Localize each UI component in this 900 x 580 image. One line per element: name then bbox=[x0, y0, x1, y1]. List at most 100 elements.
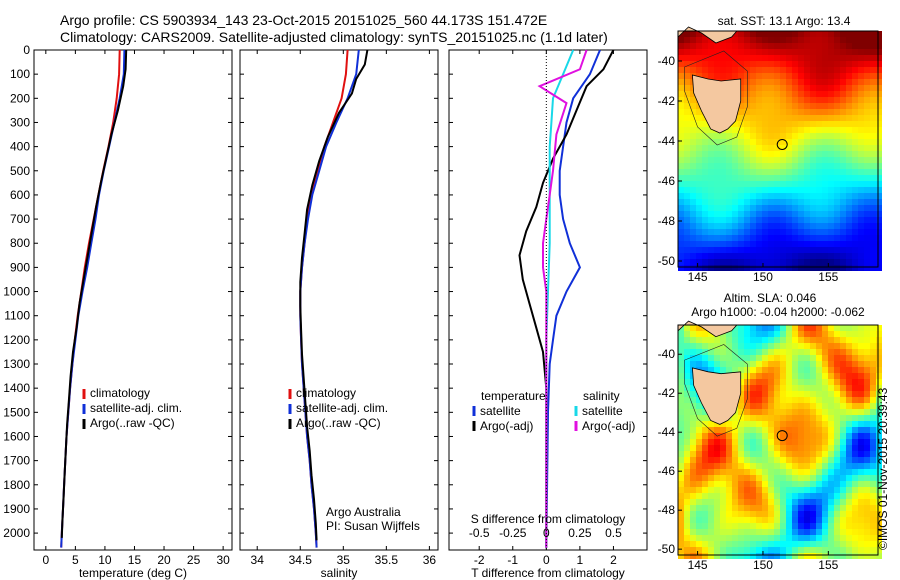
map-cell bbox=[774, 373, 780, 379]
map-cell bbox=[816, 493, 822, 499]
map-cell bbox=[846, 175, 852, 181]
map-cell bbox=[858, 475, 864, 481]
map-cell bbox=[702, 223, 708, 229]
map-cell bbox=[822, 475, 828, 481]
map-cell bbox=[822, 43, 828, 49]
map-cell bbox=[774, 151, 780, 157]
map-cell bbox=[690, 523, 696, 529]
map-cell bbox=[678, 115, 684, 121]
map-cell bbox=[870, 85, 876, 91]
map-cell bbox=[828, 253, 834, 259]
map-cell bbox=[678, 433, 684, 439]
map-cell bbox=[708, 145, 714, 151]
map-cell bbox=[864, 499, 870, 505]
map-cell bbox=[714, 175, 720, 181]
map-cell bbox=[822, 37, 828, 43]
figure-titles: Argo profile: CS 5903934_143 23-Oct-2015… bbox=[0, 0, 900, 48]
map-cell bbox=[768, 187, 774, 193]
map-cell bbox=[804, 133, 810, 139]
map-cell bbox=[768, 67, 774, 73]
map-cell bbox=[840, 109, 846, 115]
map-cell bbox=[846, 379, 852, 385]
map-cell bbox=[702, 49, 708, 55]
map-cell bbox=[738, 67, 744, 73]
map-cell bbox=[828, 55, 834, 61]
map-cell bbox=[684, 145, 690, 151]
map-cell bbox=[738, 517, 744, 523]
map-cell bbox=[792, 337, 798, 343]
map-cell bbox=[696, 325, 702, 331]
map-cell bbox=[738, 175, 744, 181]
map-cell bbox=[732, 475, 738, 481]
map-cell bbox=[756, 541, 762, 547]
map-cell bbox=[774, 331, 780, 337]
map-cell bbox=[810, 511, 816, 517]
map-cell bbox=[852, 355, 858, 361]
map-cell bbox=[876, 331, 882, 337]
map-cell bbox=[714, 199, 720, 205]
map-cell bbox=[732, 211, 738, 217]
map-cell bbox=[774, 535, 780, 541]
map-cell bbox=[738, 217, 744, 223]
map-cell bbox=[762, 331, 768, 337]
map-cell bbox=[744, 475, 750, 481]
map-cell bbox=[750, 253, 756, 259]
map-cell bbox=[756, 499, 762, 505]
map-cell bbox=[738, 541, 744, 547]
map-cell bbox=[744, 169, 750, 175]
map-cell bbox=[762, 199, 768, 205]
map-cell bbox=[774, 127, 780, 133]
map-cell bbox=[864, 133, 870, 139]
map-cell bbox=[684, 121, 690, 127]
map-cell bbox=[864, 511, 870, 517]
map-cell bbox=[720, 517, 726, 523]
map-cell bbox=[846, 127, 852, 133]
map-cell bbox=[786, 343, 792, 349]
map-cell bbox=[696, 73, 702, 79]
map-cell bbox=[696, 415, 702, 421]
map-cell bbox=[810, 433, 816, 439]
map-cell bbox=[798, 355, 804, 361]
map-cell bbox=[756, 103, 762, 109]
map-cell bbox=[840, 49, 846, 55]
map-cell bbox=[792, 253, 798, 259]
map-cell bbox=[684, 169, 690, 175]
map-cell bbox=[744, 133, 750, 139]
map-cell bbox=[816, 343, 822, 349]
map-cell bbox=[870, 97, 876, 103]
map-cell bbox=[816, 97, 822, 103]
map-cell bbox=[768, 355, 774, 361]
map-cell bbox=[870, 211, 876, 217]
map-cell bbox=[834, 367, 840, 373]
map-cell bbox=[798, 103, 804, 109]
map-cell bbox=[690, 331, 696, 337]
map-cell bbox=[852, 487, 858, 493]
map-cell bbox=[780, 181, 786, 187]
map-cell bbox=[798, 361, 804, 367]
map-cell bbox=[768, 133, 774, 139]
map-cell bbox=[768, 445, 774, 451]
map-cell bbox=[774, 247, 780, 253]
map-cell bbox=[678, 199, 684, 205]
map-cell bbox=[768, 31, 774, 37]
y-tick-label: -48 bbox=[658, 503, 676, 517]
map-cell bbox=[750, 517, 756, 523]
map-cell bbox=[810, 415, 816, 421]
depth-tick-label: 1600 bbox=[3, 429, 30, 443]
map-cell bbox=[696, 187, 702, 193]
map-cell bbox=[816, 217, 822, 223]
map-cell bbox=[762, 481, 768, 487]
map-cell bbox=[834, 217, 840, 223]
map-cell bbox=[858, 493, 864, 499]
map-cell bbox=[780, 133, 786, 139]
map-cell bbox=[798, 499, 804, 505]
map-cell bbox=[780, 499, 786, 505]
map-cell bbox=[756, 61, 762, 67]
map-cell bbox=[804, 445, 810, 451]
map-cell bbox=[810, 349, 816, 355]
map-cell bbox=[876, 229, 882, 235]
map-cell bbox=[702, 535, 708, 541]
map-cell bbox=[864, 49, 870, 55]
map-cell bbox=[750, 391, 756, 397]
map-cell bbox=[870, 253, 876, 259]
